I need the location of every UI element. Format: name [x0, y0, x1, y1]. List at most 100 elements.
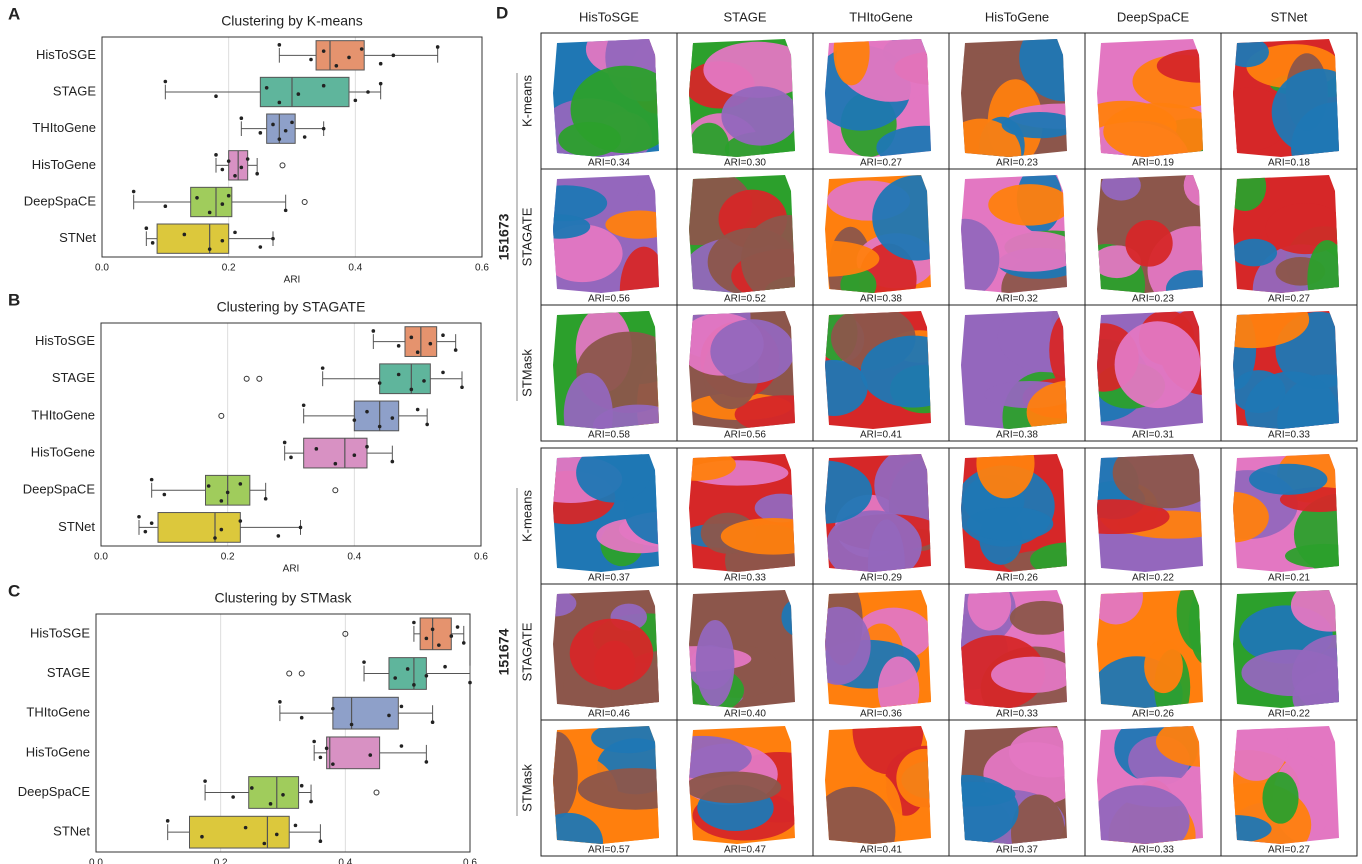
data-point — [150, 521, 154, 525]
data-point — [335, 64, 339, 68]
tissue-image — [652, 720, 837, 856]
outlier — [333, 488, 338, 493]
ari-label: ARI=0.19 — [1132, 158, 1174, 169]
data-point — [300, 716, 304, 720]
ari-label: ARI=0.41 — [860, 430, 902, 441]
data-point — [240, 166, 244, 170]
data-point — [297, 92, 301, 96]
outlier — [257, 376, 262, 381]
data-point — [263, 842, 267, 846]
sample-label: 151674 — [496, 628, 512, 675]
ari-label: ARI=0.41 — [860, 845, 902, 856]
data-point — [195, 196, 199, 200]
data-point — [360, 47, 364, 51]
cluster-region — [1224, 162, 1266, 211]
data-point — [322, 49, 326, 53]
category-label: HisToGene — [32, 157, 96, 172]
ari-label: ARI=0.27 — [860, 158, 902, 169]
data-point — [240, 116, 244, 120]
row-label: STMask — [519, 349, 534, 397]
cluster-region — [991, 657, 1074, 693]
x-tick-label: 0.4 — [338, 858, 352, 864]
box — [190, 816, 290, 848]
tissue-image — [806, 577, 971, 723]
data-point — [366, 90, 370, 94]
data-point — [347, 56, 351, 60]
ari-label: ARI=0.58 — [588, 430, 630, 441]
data-point — [163, 493, 167, 497]
data-point — [290, 121, 294, 125]
cluster-region — [967, 577, 1011, 631]
ari-label: ARI=0.38 — [860, 294, 902, 305]
x-tick-label: 0.2 — [222, 263, 236, 274]
cluster-region — [576, 443, 650, 503]
column-header: STNet — [1271, 9, 1308, 24]
data-point — [462, 641, 466, 645]
data-point — [221, 202, 225, 206]
tissue-image — [811, 16, 981, 169]
data-point — [200, 835, 204, 839]
category-label: STAGE — [52, 370, 95, 385]
data-point — [321, 366, 325, 370]
cluster-region — [529, 214, 590, 238]
data-point — [431, 628, 435, 632]
data-point — [150, 478, 154, 482]
data-point — [378, 381, 382, 385]
cluster-region — [799, 360, 867, 416]
cluster-region — [605, 211, 674, 239]
cluster-region — [1009, 727, 1092, 777]
data-point — [354, 99, 358, 103]
ari-label: ARI=0.23 — [1132, 294, 1174, 305]
data-point — [246, 157, 250, 161]
ari-label: ARI=0.29 — [860, 573, 902, 584]
data-point — [425, 760, 429, 764]
cluster-region — [537, 732, 578, 819]
ari-label: ARI=0.23 — [996, 158, 1038, 169]
box — [354, 401, 398, 431]
data-point — [233, 231, 237, 235]
data-point — [379, 62, 383, 66]
cluster-region — [1184, 164, 1226, 206]
data-point — [437, 643, 441, 647]
cluster-region — [998, 300, 1099, 372]
cluster-region — [1115, 321, 1201, 408]
panel-label: C — [8, 581, 20, 600]
data-point — [368, 753, 372, 757]
cluster-region — [1194, 492, 1269, 543]
cluster-region — [558, 122, 621, 157]
category-label: STAGE — [53, 83, 96, 98]
tissue-image — [638, 584, 818, 720]
ari-label: ARI=0.33 — [996, 709, 1038, 720]
data-point — [412, 683, 416, 687]
data-point — [400, 744, 404, 748]
cluster-region — [1307, 240, 1347, 318]
ari-label: ARI=0.26 — [1132, 709, 1174, 720]
category-label: STNet — [58, 519, 95, 534]
data-point — [278, 700, 282, 704]
row-label: STAGATE — [519, 622, 534, 681]
data-point — [145, 226, 149, 230]
data-point — [275, 833, 279, 837]
data-point — [441, 371, 445, 375]
data-point — [214, 94, 218, 98]
cluster-region — [696, 620, 735, 707]
category-label: DeepSpaCE — [18, 784, 91, 799]
x-tick-label: 0.2 — [221, 552, 235, 563]
data-point — [214, 153, 218, 157]
tissue-image — [541, 13, 684, 169]
data-point — [239, 482, 243, 486]
data-point — [264, 497, 268, 501]
data-point — [220, 499, 224, 503]
row-label: K-means — [519, 489, 534, 542]
cluster-region — [932, 782, 1016, 807]
box — [158, 513, 240, 543]
outlier — [287, 671, 292, 676]
data-point — [372, 329, 376, 333]
data-point — [456, 625, 460, 629]
data-point — [350, 723, 354, 727]
outlier — [219, 413, 224, 418]
data-point — [151, 241, 155, 245]
category-label: THItoGene — [26, 705, 90, 720]
category-label: HisToGene — [26, 744, 90, 759]
box — [316, 41, 364, 70]
